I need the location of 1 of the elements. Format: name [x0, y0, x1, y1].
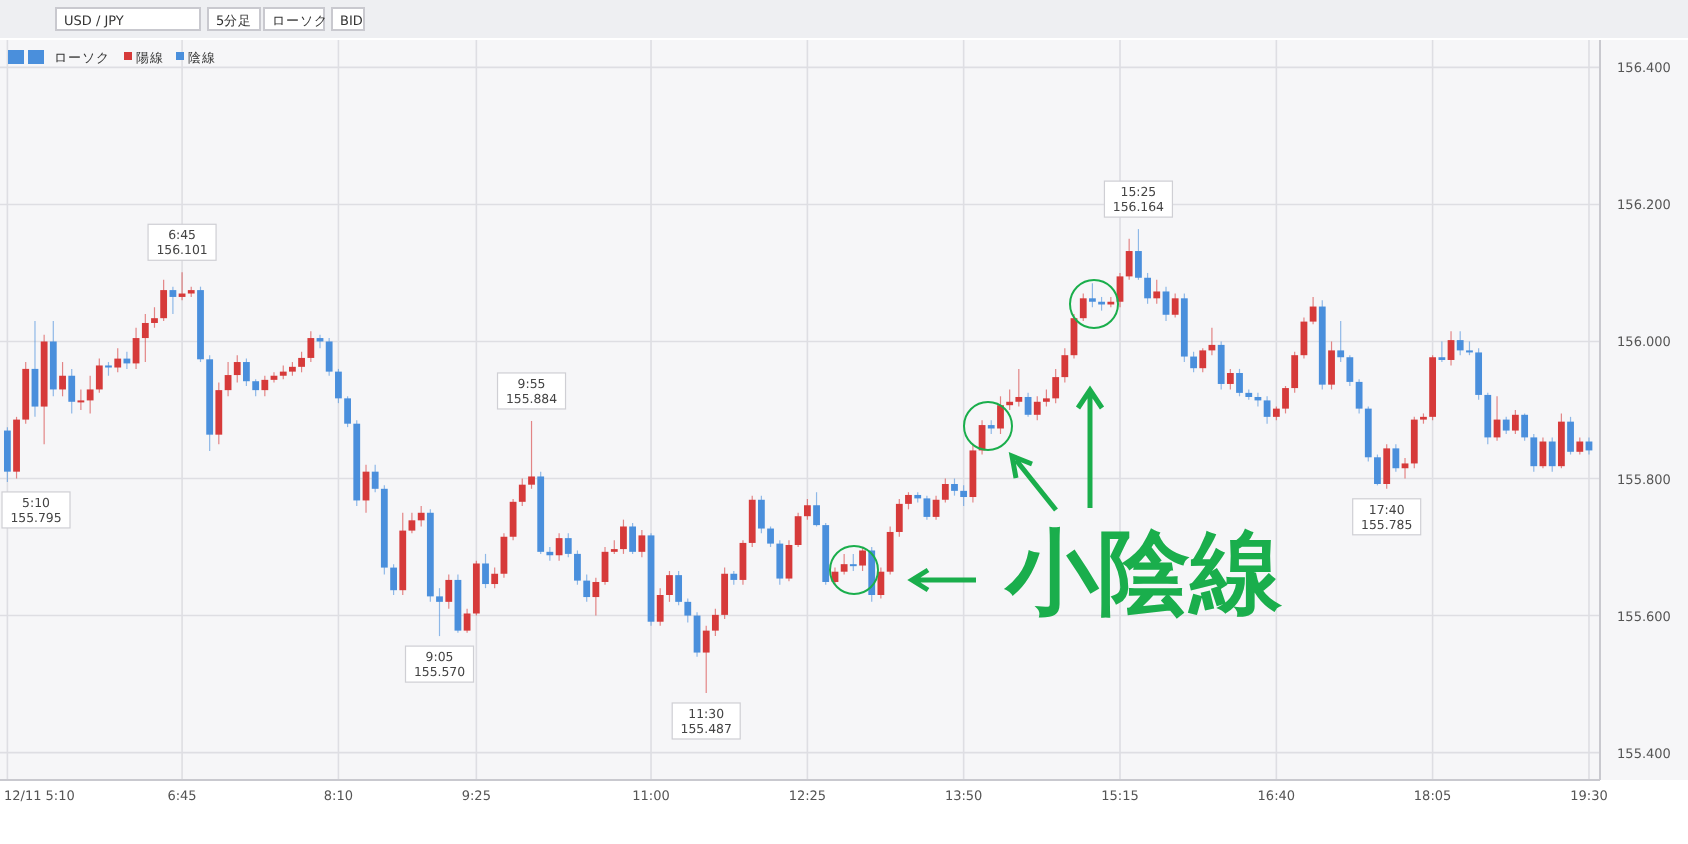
annotation: 小陰線 [1002, 518, 1284, 626]
